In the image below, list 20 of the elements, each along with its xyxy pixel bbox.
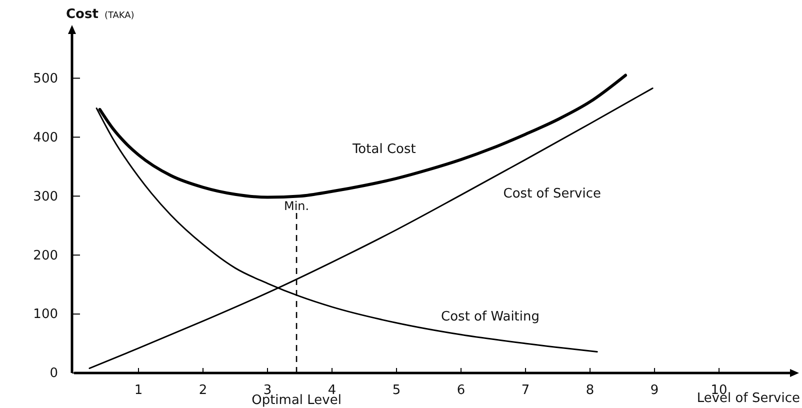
x-tick-label: 9 [650,383,659,398]
x-tick-label: 1 [134,383,143,398]
y-tick-label: 0 [50,366,58,382]
series-label: Total Cost [351,142,416,158]
x-tick-label: 8 [586,383,594,398]
x-tick-label: 7 [521,383,530,398]
y-axis-title: Cost (TAKA) [66,7,134,22]
ref-line-label: Min. [284,199,310,214]
y-tick-label: 300 [33,189,58,204]
y-tick-label: 200 [33,248,58,264]
y-tick-label: 500 [33,71,58,86]
x-axis-title: Level of Service [696,391,800,406]
x-tick-label: 5 [392,383,401,398]
x-tick-label: 2 [198,383,208,398]
x-tick-label: 6 [456,383,466,398]
series-label: Cost of Service [503,186,602,202]
series-label: Cost of Waiting [441,310,540,325]
y-tick-label: 100 [33,307,58,322]
line-series [88,87,654,370]
y-tick-label: 400 [33,130,58,146]
